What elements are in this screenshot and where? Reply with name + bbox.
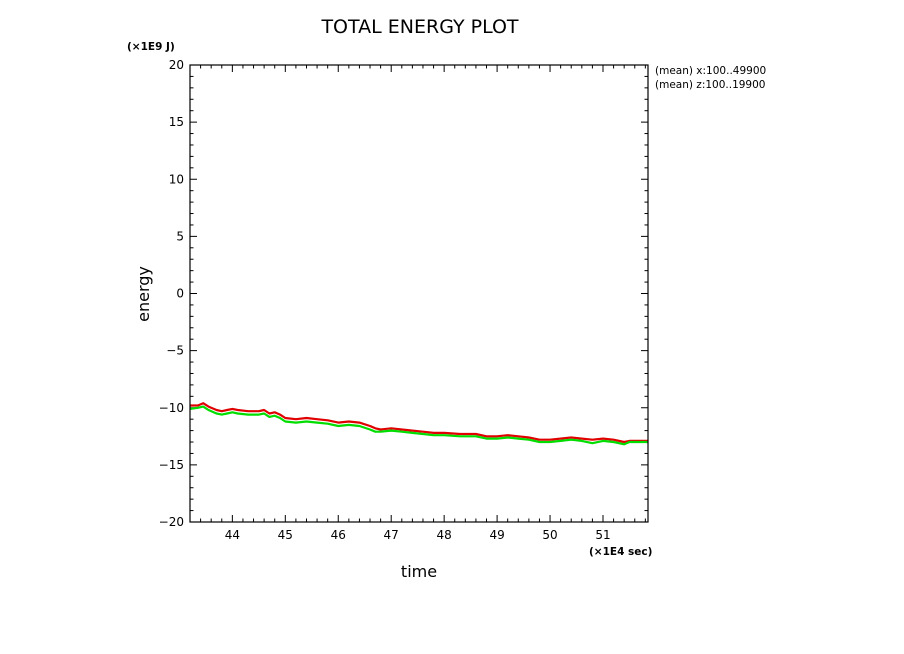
x-tick-label: 48	[437, 528, 452, 542]
y-tick-label: 5	[176, 229, 184, 243]
plot-frame	[189, 64, 649, 523]
x-tick-label: 49	[489, 528, 504, 542]
y-tick-label: 10	[169, 172, 184, 186]
y-tick-label: −15	[159, 458, 184, 472]
chart-title: TOTAL ENERGY PLOT	[320, 16, 518, 38]
y-tick-label: −20	[159, 515, 184, 529]
annotation-mean-x: (mean) x:100..49900	[655, 65, 766, 77]
y-tick-label: −5	[166, 344, 184, 358]
x-tick-label: 47	[384, 528, 399, 542]
y-tick-label: 0	[176, 287, 184, 301]
y-tick-label: −10	[159, 401, 184, 415]
series-layer	[189, 402, 648, 446]
x-axis-label: time	[401, 562, 437, 581]
x-tick-label: 44	[225, 528, 240, 542]
x-tick-label: 46	[331, 528, 346, 542]
series-line-2	[189, 405, 648, 446]
x-tick-label: 45	[278, 528, 293, 542]
axis-ticks	[189, 64, 648, 523]
y-axis-label: energy	[134, 266, 153, 322]
y-tick-label: 20	[169, 58, 184, 72]
y-unit-label: (×1E9 J)	[127, 41, 175, 53]
y-tick-label: 15	[169, 115, 184, 129]
annotation-mean-z: (mean) z:100..19900	[655, 79, 765, 91]
x-tick-label: 51	[595, 528, 610, 542]
series-line-1	[190, 402, 648, 444]
x-tick-label: 50	[542, 528, 557, 542]
x-unit-label: (×1E4 sec)	[589, 546, 652, 558]
